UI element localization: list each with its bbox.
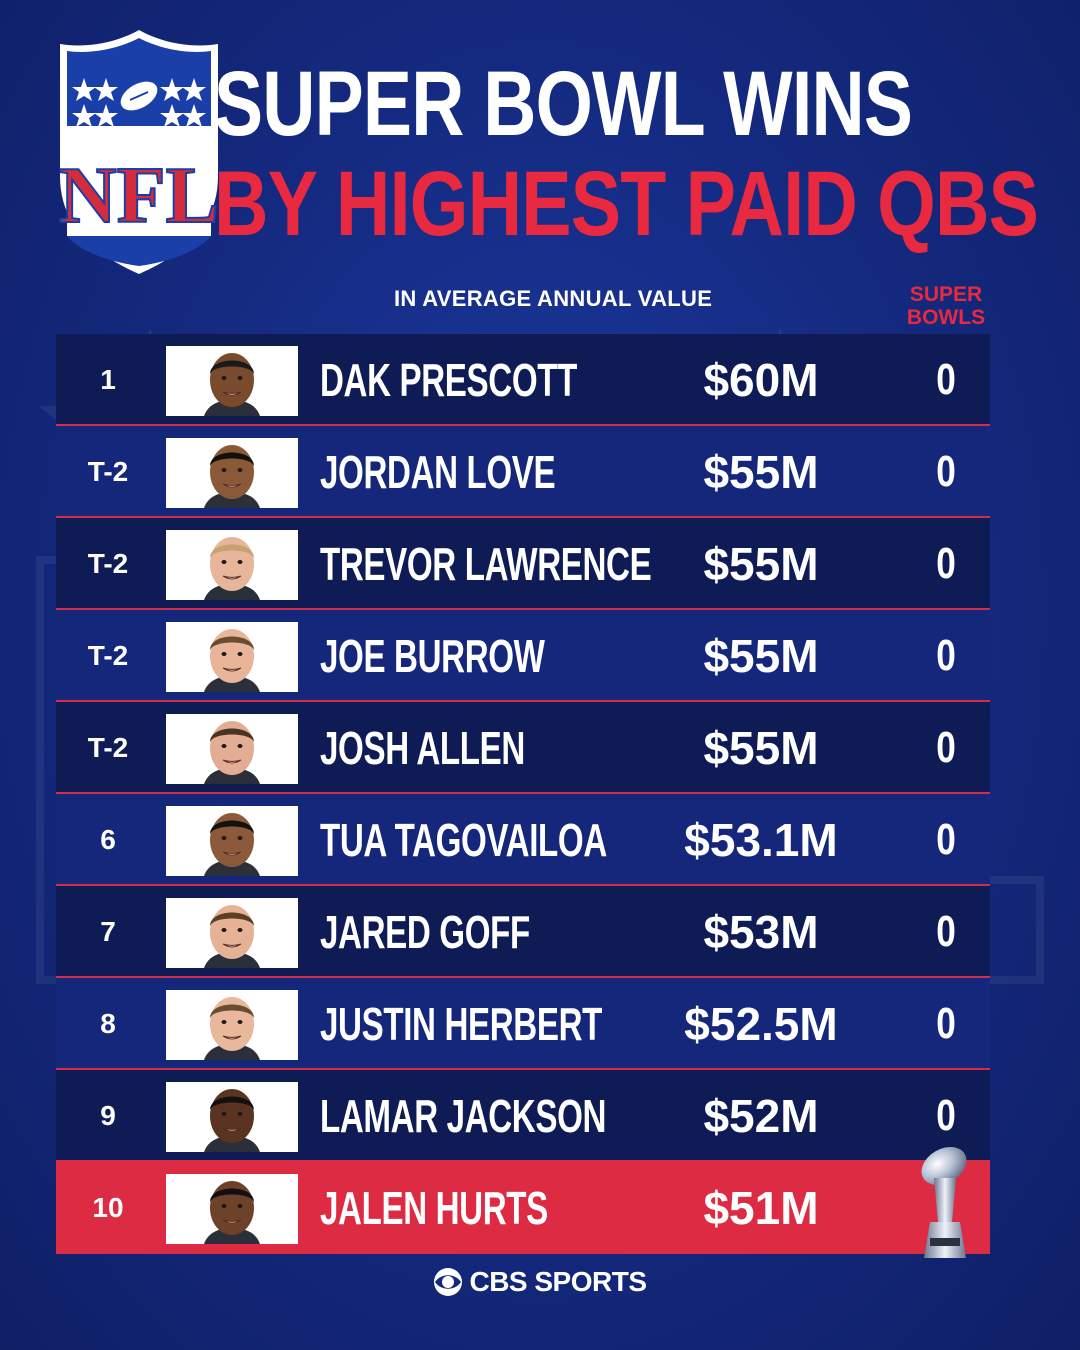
rank: 10 [92, 1192, 124, 1223]
row-divider [56, 608, 990, 610]
salary: $53M [703, 906, 819, 958]
player-photo [166, 990, 298, 1060]
player-photo [166, 806, 298, 876]
table-row: T-2 JOE BURROW $55M 0 [56, 610, 990, 702]
rank: T-2 [87, 732, 129, 763]
rank: T-2 [87, 548, 129, 579]
svg-text:NFL: NFL [59, 152, 219, 240]
rank: T-2 [87, 456, 129, 487]
title-line-1: SUPER BOWL WINS [214, 53, 913, 155]
salary: $55M [703, 446, 819, 498]
super-bowls-column-header: SUPER BOWLS [906, 283, 986, 329]
player-name: JOE BURROW [320, 630, 545, 682]
subtitle: IN AVERAGE ANNUAL VALUE [394, 286, 713, 311]
lombardi-trophy-icon [921, 1147, 967, 1258]
title-line-2: BY HIGHEST PAID QBS [214, 153, 1039, 255]
player-name: DAK PRESCOTT [320, 354, 577, 406]
cbs-eye-icon [434, 1268, 463, 1296]
salary: $53.1M [684, 814, 838, 866]
row-divider [56, 792, 990, 794]
super-bowl-count: 0 [936, 631, 956, 680]
player-photo [166, 898, 298, 968]
player-name: JUSTIN HERBERT [320, 998, 603, 1050]
player-photo [166, 714, 298, 784]
player-name: JOSH ALLEN [320, 722, 525, 774]
table-row: T-2 JORDAN LOVE $55M 0 [56, 426, 990, 518]
player-photo [166, 1082, 298, 1152]
nfl-logo: NFL [58, 30, 220, 274]
salary: $52.5M [684, 998, 838, 1050]
qb-table: 1 DAK PRESCOTT $60M 0 T-2 JORDAN LOVE $55M 0 T-2… [56, 334, 990, 1254]
row-divider [56, 700, 990, 702]
super-bowl-count: 0 [936, 1091, 956, 1140]
row-divider [56, 976, 990, 978]
salary: $55M [703, 722, 819, 774]
super-bowl-count: 0 [936, 815, 956, 864]
super-bowl-count: 0 [936, 539, 956, 588]
table-row: 10 JALEN HURTS $51M [56, 1162, 990, 1254]
table-row: 7 JARED GOFF $53M 0 [56, 886, 990, 978]
table-row: 1 DAK PRESCOTT $60M 0 [56, 334, 990, 426]
salary: $55M [703, 538, 819, 590]
salary: $52M [703, 1090, 819, 1142]
table-row: T-2 JOSH ALLEN $55M 0 [56, 702, 990, 794]
player-photo [166, 438, 298, 508]
row-divider [56, 1068, 990, 1070]
rank: 1 [100, 364, 116, 395]
player-name: JARED GOFF [320, 906, 530, 958]
footer: CBS SPORTS [0, 1266, 1080, 1298]
salary: $55M [703, 630, 819, 682]
row-divider [56, 424, 990, 426]
table-row: T-2 TREVOR LAWRENCE $55M 0 [56, 518, 990, 610]
salary: $51M [703, 1182, 819, 1234]
rank: T-2 [87, 640, 129, 671]
player-name: LAMAR JACKSON [320, 1090, 607, 1142]
player-photo [166, 530, 298, 600]
super-bowl-count: 0 [936, 447, 956, 496]
table-row: 8 JUSTIN HERBERT $52.5M 0 [56, 978, 990, 1070]
player-photo [166, 1174, 298, 1244]
row-divider [56, 884, 990, 886]
player-name: JALEN HURTS [320, 1182, 548, 1234]
row-divider [56, 1160, 990, 1162]
rank: 6 [100, 824, 116, 855]
player-photo [166, 346, 298, 416]
player-name: TUA TAGOVAILOA [320, 814, 607, 866]
super-bowl-count: 0 [936, 723, 956, 772]
player-name: TREVOR LAWRENCE [320, 538, 652, 590]
super-bowl-count: 0 [936, 355, 956, 404]
row-divider [56, 516, 990, 518]
super-bowl-count: 0 [936, 999, 956, 1048]
player-photo [166, 622, 298, 692]
table-row: 9 LAMAR JACKSON $52M 0 [56, 1070, 990, 1162]
player-name: JORDAN LOVE [320, 446, 556, 498]
cbs-sports-brand: CBS SPORTS [469, 1266, 647, 1297]
rank: 9 [100, 1100, 116, 1131]
rank: 8 [100, 1008, 116, 1039]
rank: 7 [100, 916, 116, 947]
table-row: 6 TUA TAGOVAILOA $53.1M 0 [56, 794, 990, 886]
super-bowl-count: 0 [936, 907, 956, 956]
salary: $60M [703, 354, 819, 406]
